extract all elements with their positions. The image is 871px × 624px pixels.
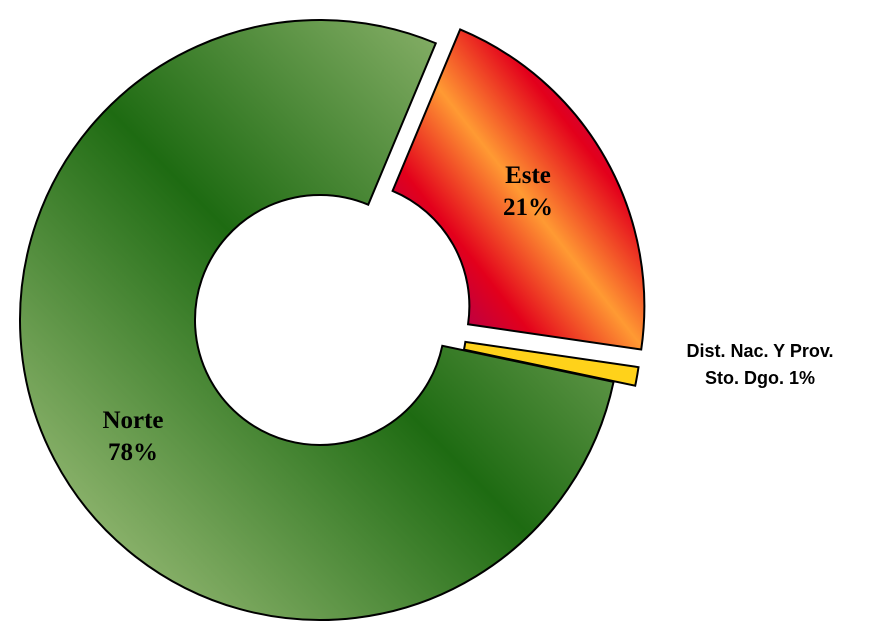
label-dist-nac-line-1: Dist. Nac. Y Prov. xyxy=(686,341,833,361)
label-norte-line-1: Norte xyxy=(102,407,163,434)
label-norte: Norte 78% xyxy=(102,407,163,466)
labels-group: Norte 78% Este 21% Dist. Nac. Y Prov. Sto. Dg… xyxy=(102,162,833,466)
label-dist-nac-line-2: Sto. Dgo. 1% xyxy=(705,368,815,388)
slice-norte xyxy=(19,19,615,621)
slice-este xyxy=(391,28,646,351)
label-este-line-1: Este xyxy=(505,162,551,189)
label-dist-nac: Dist. Nac. Y Prov. Sto. Dgo. 1% xyxy=(686,341,833,388)
label-este: Este 21% xyxy=(503,162,553,221)
label-norte-line-2: 78% xyxy=(108,439,158,466)
label-este-line-2: 21% xyxy=(503,194,553,221)
slices-group xyxy=(19,19,646,621)
